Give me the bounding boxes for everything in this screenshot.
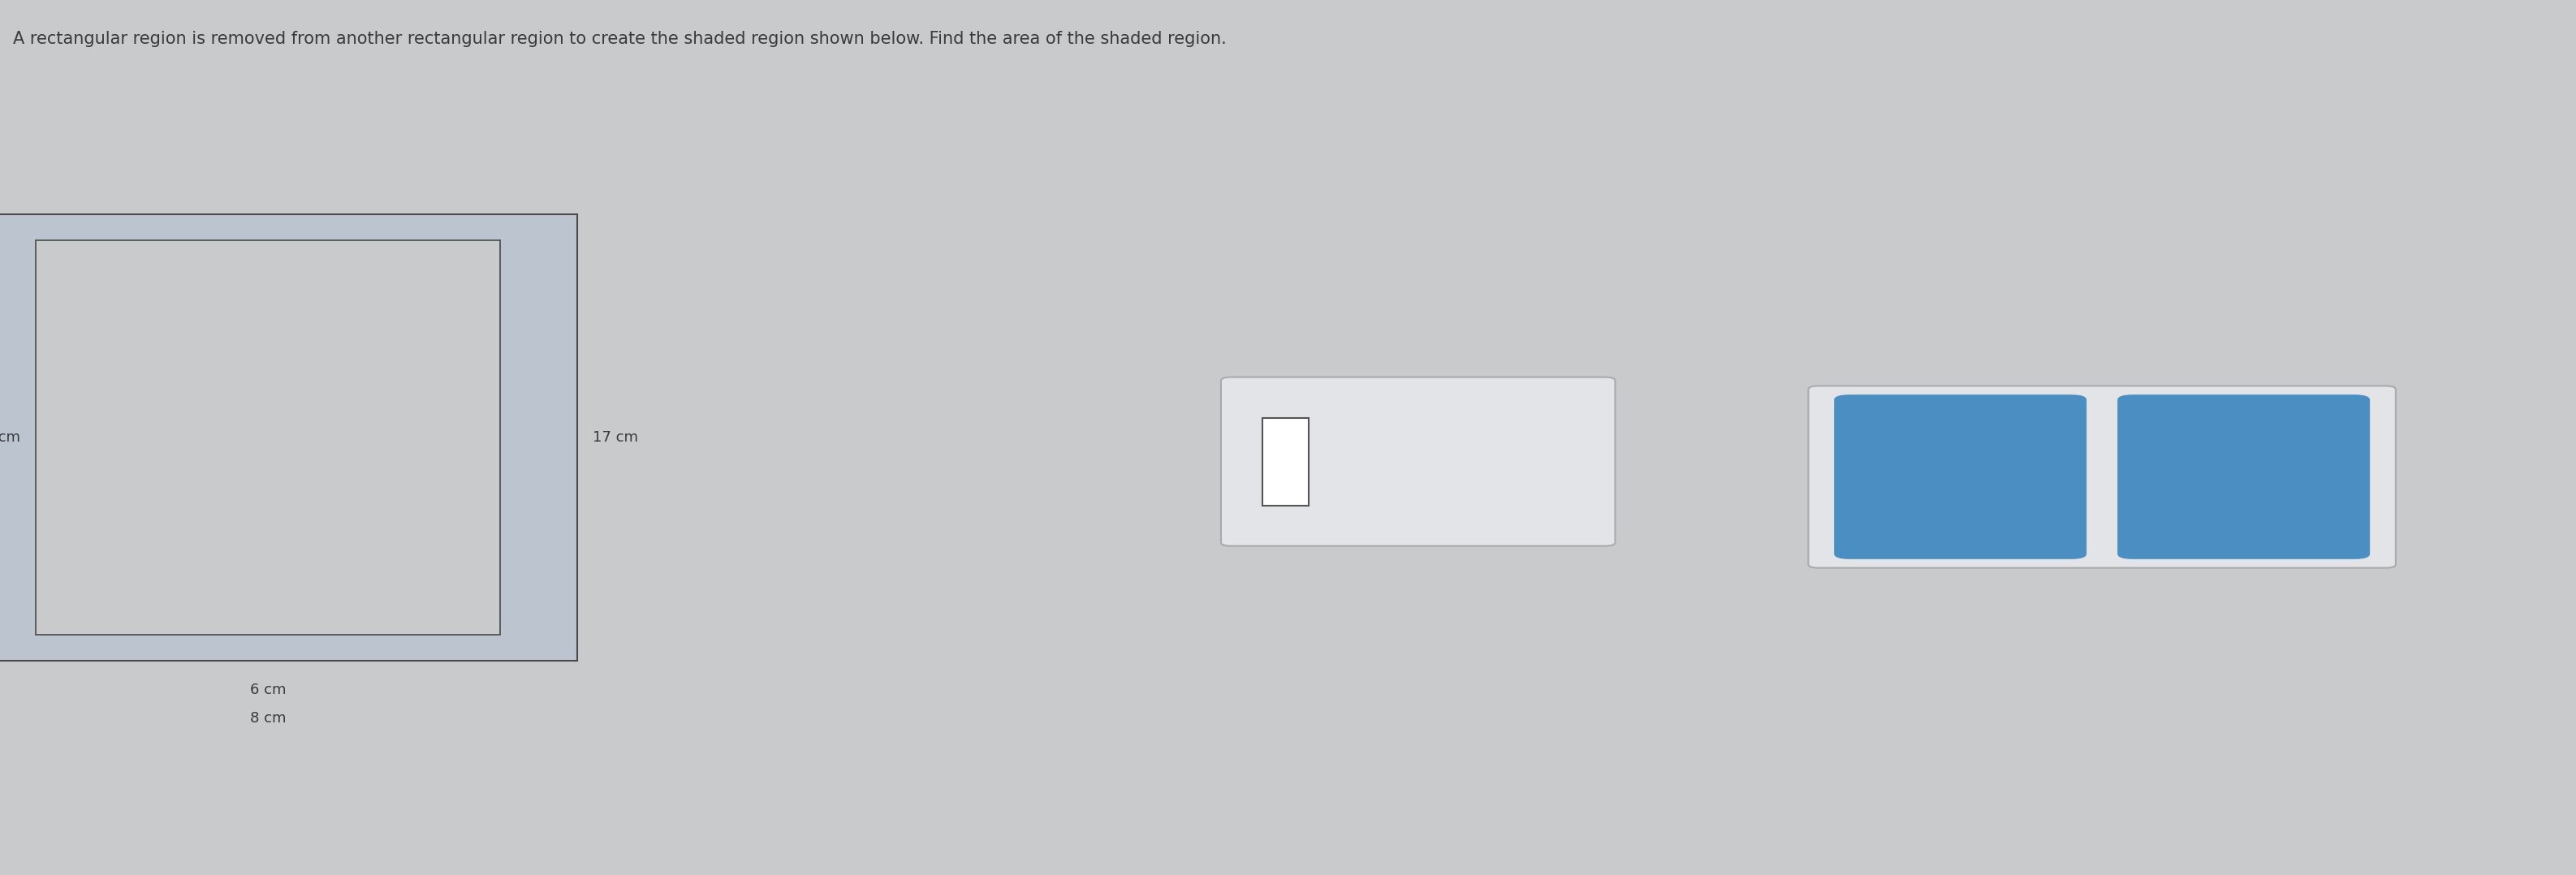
Bar (0, 214, 577, 661)
Text: ↺: ↺ (2233, 466, 2254, 488)
Bar (1262, 418, 1309, 506)
FancyBboxPatch shape (2117, 395, 2370, 559)
Text: cm: cm (1329, 453, 1355, 470)
Text: 15 cm: 15 cm (0, 430, 21, 444)
Text: 6 cm: 6 cm (250, 682, 286, 697)
FancyBboxPatch shape (1808, 386, 2396, 568)
FancyBboxPatch shape (1221, 377, 1615, 546)
FancyBboxPatch shape (1834, 395, 2087, 559)
Bar (36, 241, 500, 634)
Text: 17 cm: 17 cm (592, 430, 639, 444)
Text: ×: × (1950, 466, 1971, 488)
Text: A rectangular region is removed from another rectangular region to create the sh: A rectangular region is removed from ano… (13, 31, 1226, 47)
Text: 2: 2 (1406, 434, 1414, 445)
Text: 8 cm: 8 cm (250, 711, 286, 726)
